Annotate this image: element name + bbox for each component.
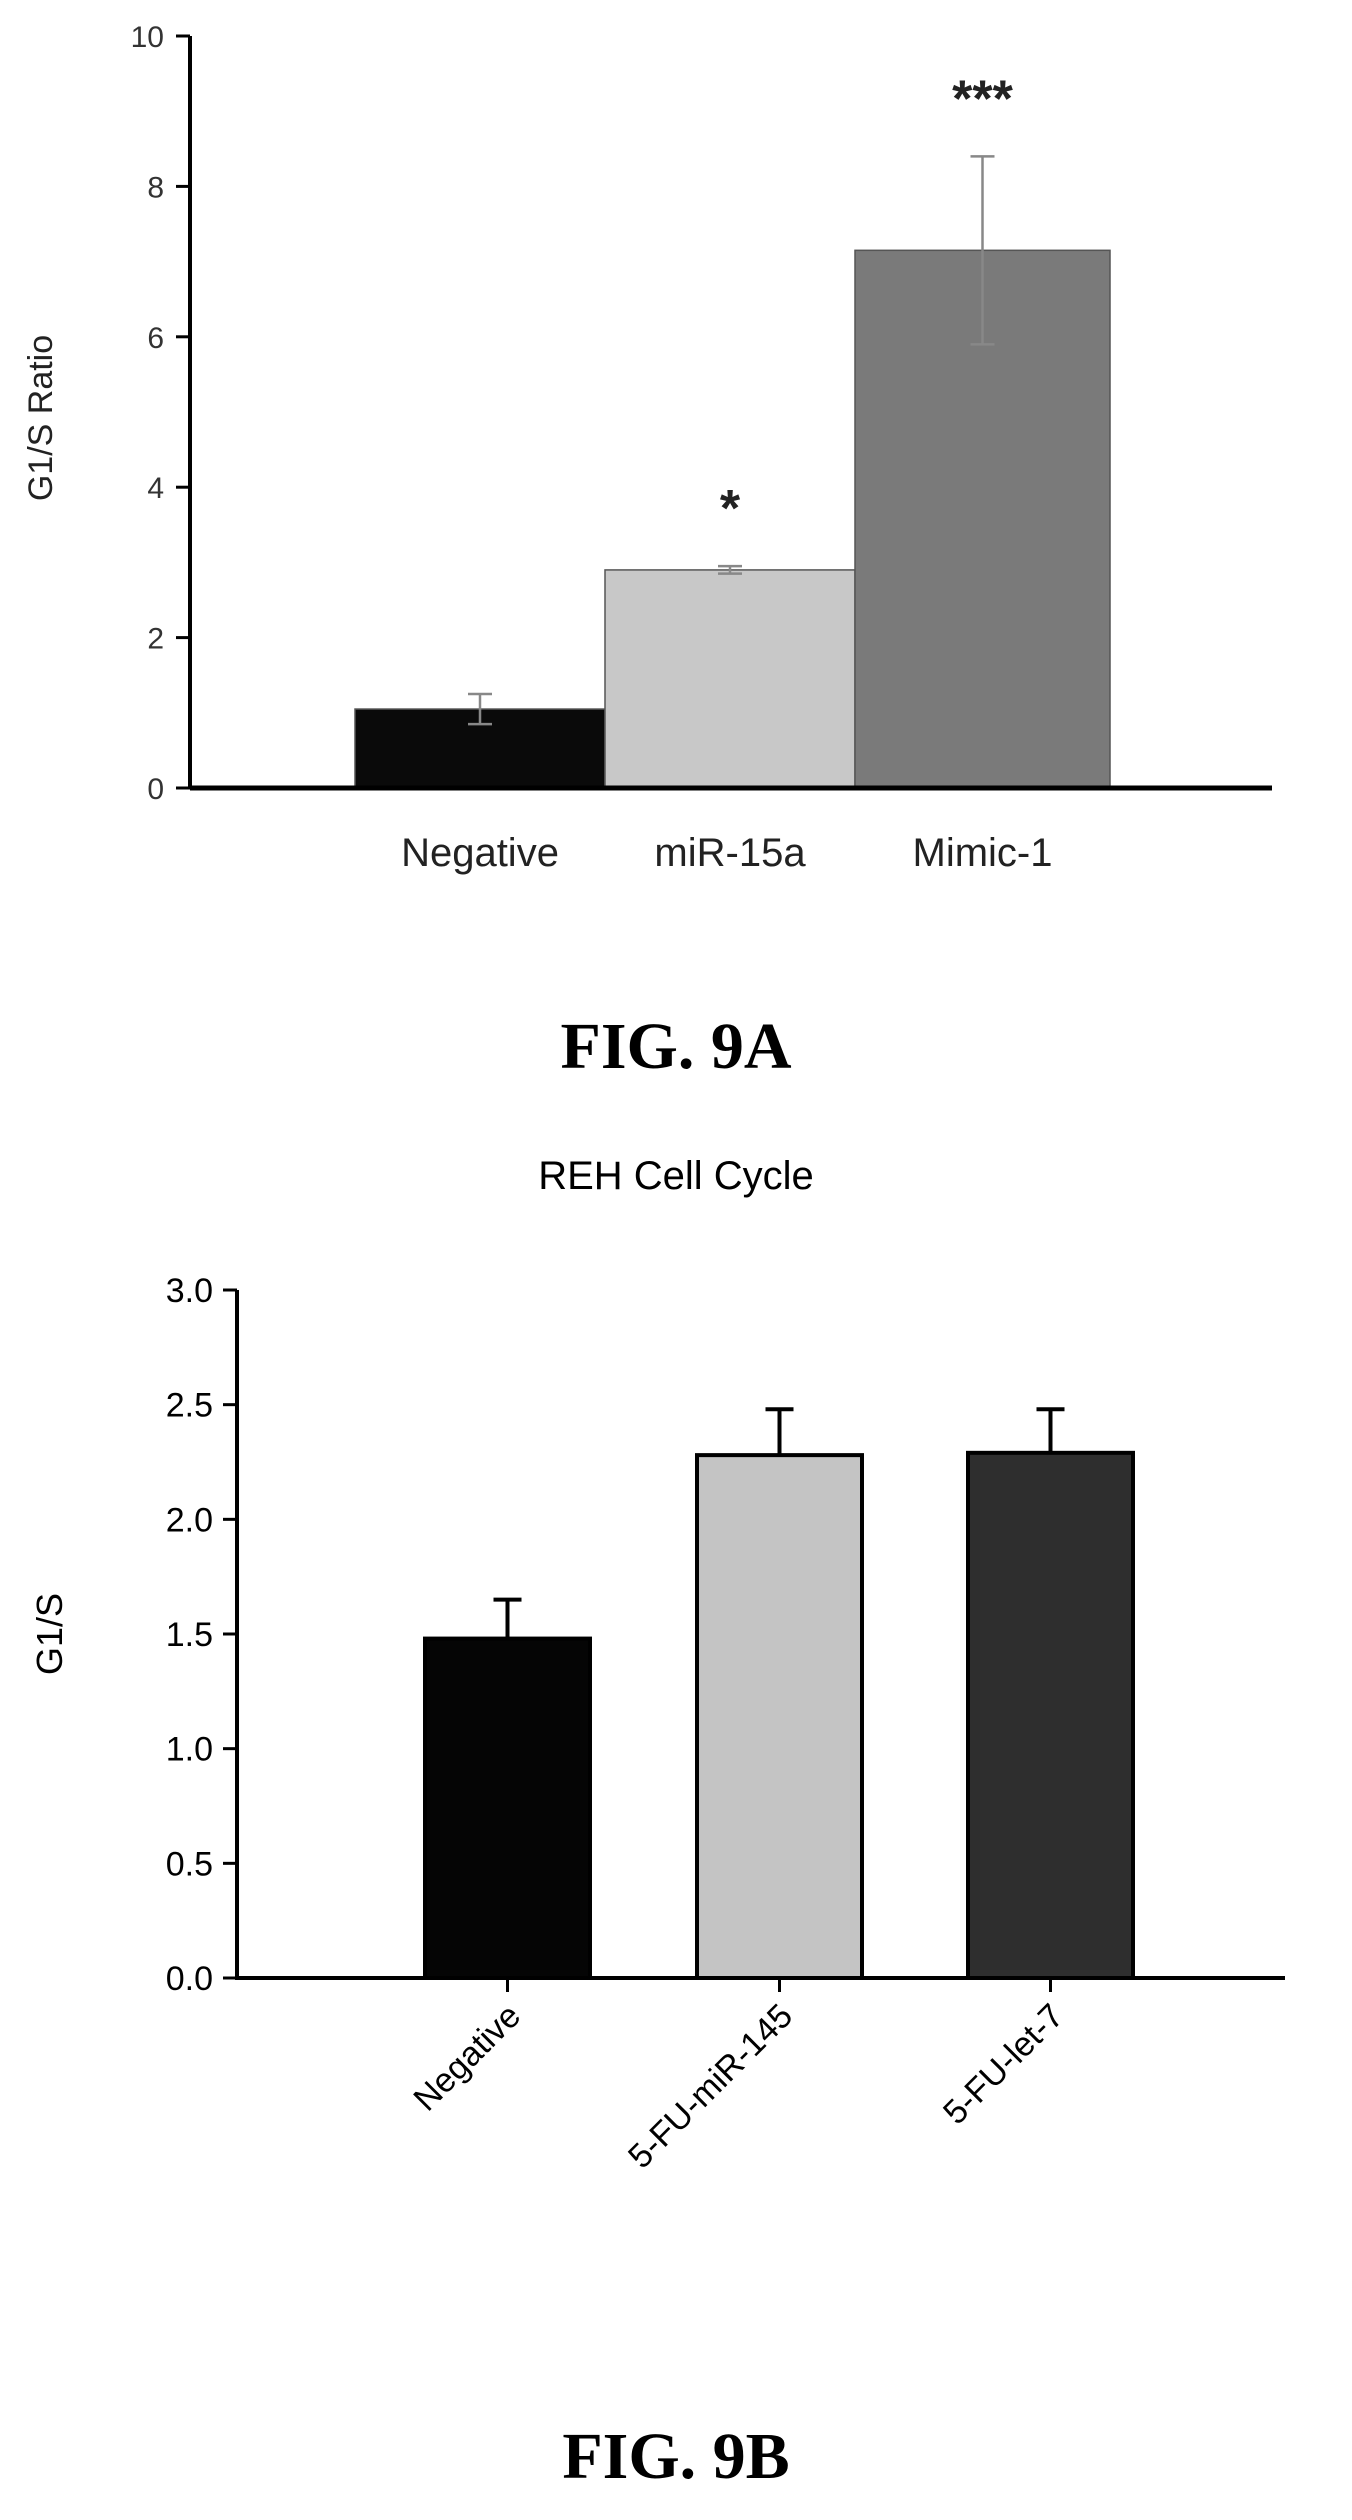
chart-9a-x-tick-labels: Negative miR-15a Mimic-1 (401, 831, 1052, 875)
chart-9a-y-axis-label: G1/S Ratio (22, 335, 60, 501)
chart-9b-bars (423, 1450, 1135, 1980)
bar (604, 569, 856, 789)
x-tick-label: Negative (406, 1997, 528, 2119)
y-tick-label: 0.0 (166, 1960, 213, 1998)
bar (695, 1453, 864, 1980)
y-tick-label: 10 (131, 21, 164, 54)
x-tick-label: Negative (401, 831, 559, 875)
y-tick-label: 3.0 (166, 1272, 213, 1310)
bar (966, 1450, 1135, 1980)
significance-label: *** (952, 70, 1013, 128)
chart-9b-y-ticks: 0.0 0.5 1.0 1.5 2.0 2.5 3.0 (166, 1272, 237, 1998)
chart-9a-significance-marks: **** (720, 70, 1014, 538)
chart-9b-x-tick-labels: Negative 5-FU-miR-145 5-FU-let-7 (406, 1978, 1071, 2176)
y-tick-label: 2.0 (166, 1501, 213, 1539)
y-tick-label: 2 (147, 623, 164, 656)
y-tick-label: 1.5 (166, 1616, 213, 1654)
chart-9a-bars (354, 249, 1111, 789)
x-tick-label: miR-15a (654, 831, 806, 875)
y-tick-label: 0.5 (166, 1845, 213, 1883)
y-tick-label: 0 (147, 773, 164, 806)
chart-9b: REH Cell Cycle 0.0 0.5 1.0 1.5 2.0 2.5 3.0 Neg… (29, 1154, 1285, 2176)
figure-caption-9a: FIG. 9A (561, 1010, 792, 1083)
chart-9b-error-bars (493, 1407, 1065, 1639)
y-tick-label: 6 (147, 322, 164, 355)
y-tick-label: 1.0 (166, 1731, 213, 1769)
chart-9b-y-axis-label: G1/S (29, 1593, 70, 1675)
y-tick-label: 2.5 (166, 1387, 213, 1425)
bar (423, 1636, 592, 1980)
chart-9b-title: REH Cell Cycle (538, 1154, 814, 1198)
chart-9a-error-bars (468, 155, 995, 726)
chart-9a-y-ticks: 0 2 4 6 8 10 (131, 21, 190, 806)
figure-caption-9b: FIG. 9B (562, 2420, 789, 2493)
y-tick-label: 4 (147, 472, 164, 505)
significance-label: * (720, 480, 741, 538)
x-tick-label: Mimic-1 (913, 831, 1053, 875)
x-tick-label: 5-FU-miR-145 (621, 1997, 800, 2176)
y-tick-label: 8 (147, 171, 164, 204)
x-tick-label: 5-FU-let-7 (936, 1997, 1071, 2132)
